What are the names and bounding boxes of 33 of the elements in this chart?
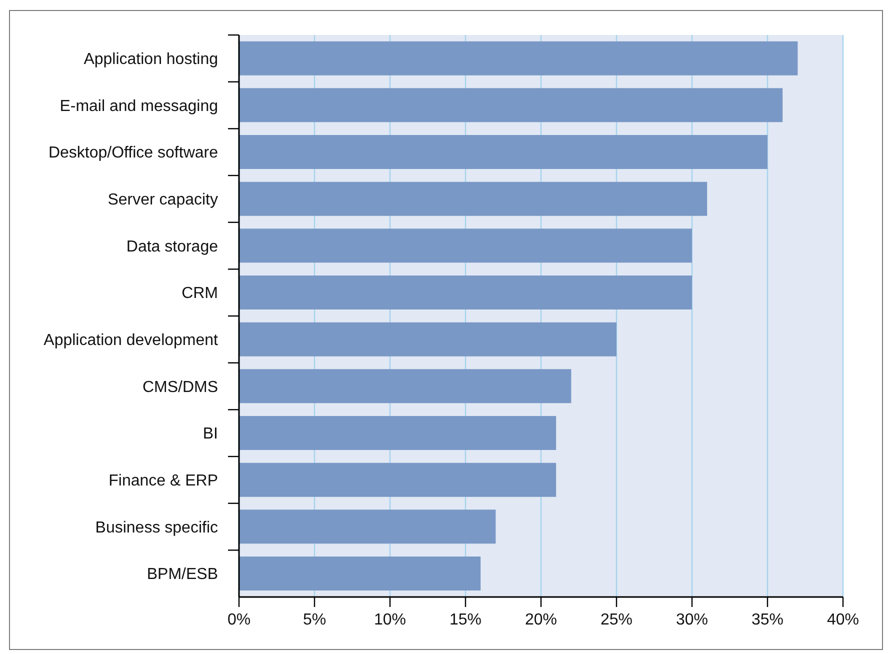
- y-tick-label: Application development: [44, 332, 219, 350]
- bar: [239, 416, 556, 450]
- bar: [239, 134, 768, 169]
- x-tick-label: 15%: [449, 611, 482, 628]
- bar: [239, 182, 708, 216]
- y-tick-label: E-mail and messaging: [60, 98, 218, 115]
- y-tick-label: Finance & ERP: [108, 472, 218, 490]
- x-tick-label: 0%: [227, 611, 251, 628]
- x-tick-label: 30%: [676, 611, 708, 628]
- x-tick-label: 5%: [302, 611, 326, 628]
- y-tick-label: CMS/DMS: [142, 378, 218, 396]
- bar: [239, 275, 692, 310]
- x-tick-label: 25%: [600, 611, 633, 628]
- y-tick-label: BI: [202, 426, 218, 443]
- bar: [239, 322, 616, 356]
- bar: [239, 462, 556, 497]
- x-tick-label: 10%: [374, 611, 406, 628]
- x-tick-label: 35%: [751, 611, 784, 628]
- y-tick-label: Server capacity: [108, 192, 218, 209]
- y-tick-label: Desktop/Office software: [48, 144, 218, 162]
- y-tick-label: Business specific: [95, 519, 218, 536]
- x-tick-label: 40%: [826, 611, 860, 628]
- bar: [239, 88, 783, 122]
- bar: [239, 228, 692, 263]
- bar: [239, 556, 481, 590]
- y-tick-label: Application hosting: [84, 51, 218, 68]
- x-tick-label: 20%: [524, 611, 558, 628]
- bar: [239, 41, 798, 76]
- bar: [239, 369, 572, 404]
- y-tick-label: Data storage: [126, 238, 218, 256]
- y-tick-label: CRM: [182, 285, 218, 302]
- y-tick-label: BPM/ESB: [146, 566, 218, 584]
- bar: [239, 510, 496, 544]
